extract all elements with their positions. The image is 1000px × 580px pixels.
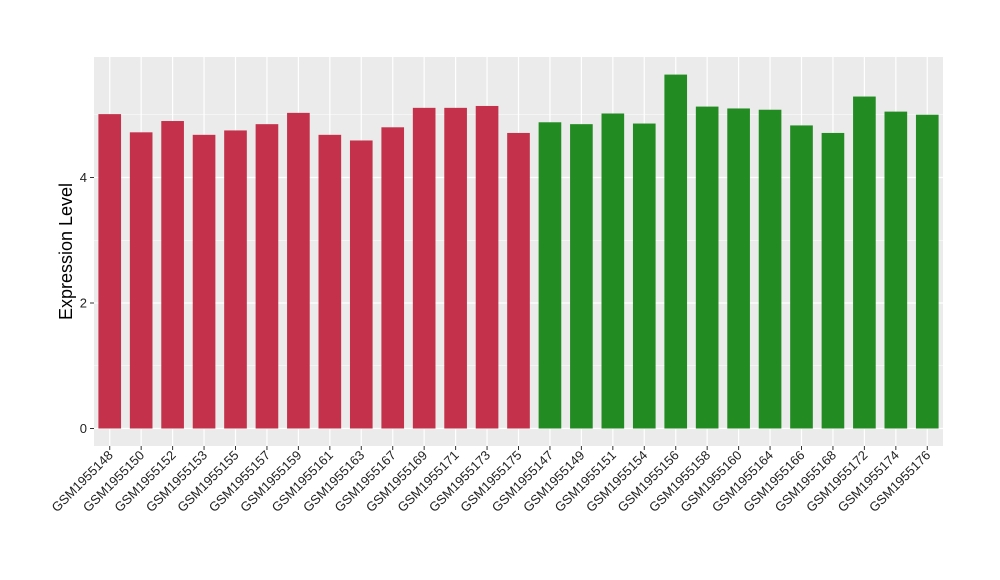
bar-GSM1955160	[727, 108, 750, 429]
y-tick-label: 2	[80, 296, 87, 311]
bar-GSM1955163	[349, 140, 373, 429]
bar-GSM1955158	[695, 106, 719, 429]
bar-GSM1955168	[821, 132, 845, 429]
y-tick-label: 0	[80, 421, 87, 436]
bar-GSM1955171	[444, 107, 467, 429]
bar-GSM1955176	[915, 114, 939, 429]
bar-GSM1955175	[507, 132, 530, 429]
bar-GSM1955152	[161, 121, 184, 429]
bar-GSM1955167	[381, 127, 405, 429]
bar-GSM1955164	[758, 109, 782, 429]
bar-GSM1955161	[318, 134, 342, 429]
bar-GSM1955157	[255, 124, 279, 429]
y-axis-title: Expression Level	[56, 183, 76, 320]
bar-GSM1955149	[570, 124, 593, 429]
y-tick-label: 4	[80, 170, 87, 185]
x-axis: GSM1955148GSM1955150GSM1955152GSM1955153…	[49, 446, 933, 515]
bar-GSM1955156	[664, 74, 688, 429]
bar-GSM1955147	[538, 122, 562, 429]
bar-GSM1955169	[412, 107, 436, 429]
bar-GSM1955173	[475, 105, 499, 429]
bar-GSM1955172	[853, 96, 876, 429]
bar-GSM1955154	[632, 123, 656, 429]
bar-GSM1955155	[224, 130, 247, 429]
bar-GSM1955153	[192, 134, 216, 429]
bar-GSM1955174	[884, 111, 908, 429]
bar-GSM1955151	[601, 113, 625, 429]
bar-GSM1955159	[287, 112, 310, 429]
y-axis: 0 2 4	[80, 170, 94, 436]
bar-GSM1955148	[98, 114, 122, 429]
bar-GSM1955150	[129, 132, 153, 429]
bar-GSM1955166	[790, 125, 813, 429]
bars-layer	[98, 74, 939, 429]
